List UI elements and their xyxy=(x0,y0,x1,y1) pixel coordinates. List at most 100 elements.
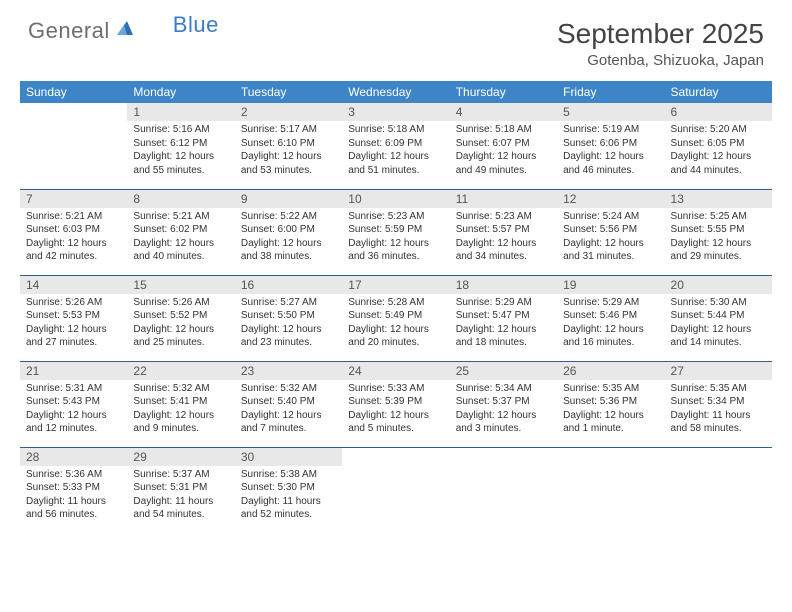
calendar-cell: 26 Sunrise: 5:35 AMSunset: 5:36 PMDayligh… xyxy=(557,361,664,447)
calendar-cell: 19 Sunrise: 5:29 AMSunset: 5:46 PMDayligh… xyxy=(557,275,664,361)
day-body: Sunrise: 5:25 AMSunset: 5:55 PMDaylight:… xyxy=(665,210,772,264)
day-number: 14 xyxy=(20,276,127,294)
day-body: Sunrise: 5:36 AMSunset: 5:33 PMDaylight:… xyxy=(20,468,127,522)
day-number: 28 xyxy=(20,448,127,466)
day-number: 3 xyxy=(342,103,449,121)
calendar-row: 1Sunrise: 5:16 AMSunset: 6:12 PMDaylight… xyxy=(20,103,772,189)
day-body: Sunrise: 5:38 AMSunset: 5:30 PMDaylight:… xyxy=(235,468,342,522)
day-body: Sunrise: 5:26 AMSunset: 5:53 PMDaylight:… xyxy=(20,296,127,350)
month-title: September 2025 xyxy=(557,18,764,50)
day-number: 25 xyxy=(450,362,557,380)
day-body: Sunrise: 5:31 AMSunset: 5:43 PMDaylight:… xyxy=(20,382,127,436)
calendar-cell-empty xyxy=(20,103,127,189)
calendar-cell: 18 Sunrise: 5:29 AMSunset: 5:47 PMDayligh… xyxy=(450,275,557,361)
day-body: Sunrise: 5:18 AMSunset: 6:07 PMDaylight:… xyxy=(450,123,557,177)
day-body: Sunrise: 5:28 AMSunset: 5:49 PMDaylight:… xyxy=(342,296,449,350)
calendar-table: SundayMondayTuesdayWednesdayThursdayFrid… xyxy=(20,81,772,533)
day-number: 22 xyxy=(127,362,234,380)
day-number: 18 xyxy=(450,276,557,294)
day-body: Sunrise: 5:20 AMSunset: 6:05 PMDaylight:… xyxy=(665,123,772,177)
calendar-cell: 20 Sunrise: 5:30 AMSunset: 5:44 PMDayligh… xyxy=(665,275,772,361)
day-number: 13 xyxy=(665,190,772,208)
calendar-cell: 16Sunrise: 5:27 AMSunset: 5:50 PMDayligh… xyxy=(235,275,342,361)
calendar-cell: 21 Sunrise: 5:31 AMSunset: 5:43 PMDayligh… xyxy=(20,361,127,447)
day-number: 20 xyxy=(665,276,772,294)
calendar-cell-empty xyxy=(342,447,449,533)
day-number: 17 xyxy=(342,276,449,294)
day-number: 12 xyxy=(557,190,664,208)
day-body: Sunrise: 5:29 AMSunset: 5:46 PMDaylight:… xyxy=(557,296,664,350)
day-number: 21 xyxy=(20,362,127,380)
logo-text-blue: Blue xyxy=(173,12,219,38)
calendar-cell: 24 Sunrise: 5:33 AMSunset: 5:39 PMDayligh… xyxy=(342,361,449,447)
day-body: Sunrise: 5:24 AMSunset: 5:56 PMDaylight:… xyxy=(557,210,664,264)
calendar-cell: 10Sunrise: 5:23 AMSunset: 5:59 PMDayligh… xyxy=(342,189,449,275)
calendar-cell: 17 Sunrise: 5:28 AMSunset: 5:49 PMDayligh… xyxy=(342,275,449,361)
day-body: Sunrise: 5:23 AMSunset: 5:59 PMDaylight:… xyxy=(342,210,449,264)
day-number: 19 xyxy=(557,276,664,294)
calendar-cell: 3 Sunrise: 5:18 AMSunset: 6:09 PMDaylight… xyxy=(342,103,449,189)
day-body: Sunrise: 5:37 AMSunset: 5:31 PMDaylight:… xyxy=(127,468,234,522)
day-body: Sunrise: 5:21 AMSunset: 6:03 PMDaylight:… xyxy=(20,210,127,264)
day-body: Sunrise: 5:19 AMSunset: 6:06 PMDaylight:… xyxy=(557,123,664,177)
calendar-cell: 7 Sunrise: 5:21 AMSunset: 6:03 PMDaylight… xyxy=(20,189,127,275)
calendar-row: 14 Sunrise: 5:26 AMSunset: 5:53 PMDayligh… xyxy=(20,275,772,361)
day-body: Sunrise: 5:17 AMSunset: 6:10 PMDaylight:… xyxy=(235,123,342,177)
day-number: 11 xyxy=(450,190,557,208)
day-header: Tuesday xyxy=(235,81,342,103)
calendar-cell: 29 Sunrise: 5:37 AMSunset: 5:31 PMDayligh… xyxy=(127,447,234,533)
calendar-cell-empty xyxy=(557,447,664,533)
day-number: 16 xyxy=(235,276,342,294)
calendar-cell: 9 Sunrise: 5:22 AMSunset: 6:00 PMDaylight… xyxy=(235,189,342,275)
logo: General Blue xyxy=(28,18,219,44)
day-header: Wednesday xyxy=(342,81,449,103)
calendar-cell: 4 Sunrise: 5:18 AMSunset: 6:07 PMDaylight… xyxy=(450,103,557,189)
day-number: 27 xyxy=(665,362,772,380)
day-header: Thursday xyxy=(450,81,557,103)
day-number: 15 xyxy=(127,276,234,294)
location: Gotenba, Shizuoka, Japan xyxy=(557,52,764,69)
day-body: Sunrise: 5:34 AMSunset: 5:37 PMDaylight:… xyxy=(450,382,557,436)
calendar-cell: 30Sunrise: 5:38 AMSunset: 5:30 PMDayligh… xyxy=(235,447,342,533)
day-header: Saturday xyxy=(665,81,772,103)
day-number: 5 xyxy=(557,103,664,121)
day-body: Sunrise: 5:23 AMSunset: 5:57 PMDaylight:… xyxy=(450,210,557,264)
day-number: 7 xyxy=(20,190,127,208)
day-body: Sunrise: 5:21 AMSunset: 6:02 PMDaylight:… xyxy=(127,210,234,264)
day-body: Sunrise: 5:29 AMSunset: 5:47 PMDaylight:… xyxy=(450,296,557,350)
calendar-cell: 6 Sunrise: 5:20 AMSunset: 6:05 PMDaylight… xyxy=(665,103,772,189)
day-number: 24 xyxy=(342,362,449,380)
day-number: 4 xyxy=(450,103,557,121)
day-number: 6 xyxy=(665,103,772,121)
day-body: Sunrise: 5:16 AMSunset: 6:12 PMDaylight:… xyxy=(127,123,234,177)
calendar-cell: 22Sunrise: 5:32 AMSunset: 5:41 PMDayligh… xyxy=(127,361,234,447)
calendar-cell: 28 Sunrise: 5:36 AMSunset: 5:33 PMDayligh… xyxy=(20,447,127,533)
day-number: 8 xyxy=(127,190,234,208)
day-body: Sunrise: 5:35 AMSunset: 5:34 PMDaylight:… xyxy=(665,382,772,436)
day-body: Sunrise: 5:18 AMSunset: 6:09 PMDaylight:… xyxy=(342,123,449,177)
calendar-cell: 15Sunrise: 5:26 AMSunset: 5:52 PMDayligh… xyxy=(127,275,234,361)
day-body: Sunrise: 5:33 AMSunset: 5:39 PMDaylight:… xyxy=(342,382,449,436)
sail-icon xyxy=(115,19,135,42)
day-header-row: SundayMondayTuesdayWednesdayThursdayFrid… xyxy=(20,81,772,103)
day-number: 2 xyxy=(235,103,342,121)
day-number: 9 xyxy=(235,190,342,208)
calendar-cell-empty xyxy=(450,447,557,533)
day-number: 26 xyxy=(557,362,664,380)
calendar-cell: 1Sunrise: 5:16 AMSunset: 6:12 PMDaylight… xyxy=(127,103,234,189)
calendar-row: 21 Sunrise: 5:31 AMSunset: 5:43 PMDayligh… xyxy=(20,361,772,447)
calendar-cell: 12 Sunrise: 5:24 AMSunset: 5:56 PMDayligh… xyxy=(557,189,664,275)
day-body: Sunrise: 5:22 AMSunset: 6:00 PMDaylight:… xyxy=(235,210,342,264)
logo-text-general: General xyxy=(28,18,110,44)
day-header: Sunday xyxy=(20,81,127,103)
day-header: Monday xyxy=(127,81,234,103)
calendar-cell: 2 Sunrise: 5:17 AMSunset: 6:10 PMDaylight… xyxy=(235,103,342,189)
calendar-cell: 25 Sunrise: 5:34 AMSunset: 5:37 PMDayligh… xyxy=(450,361,557,447)
calendar-cell: 14 Sunrise: 5:26 AMSunset: 5:53 PMDayligh… xyxy=(20,275,127,361)
calendar-row: 28 Sunrise: 5:36 AMSunset: 5:33 PMDayligh… xyxy=(20,447,772,533)
day-number: 23 xyxy=(235,362,342,380)
day-body: Sunrise: 5:35 AMSunset: 5:36 PMDaylight:… xyxy=(557,382,664,436)
day-body: Sunrise: 5:30 AMSunset: 5:44 PMDaylight:… xyxy=(665,296,772,350)
day-number: 29 xyxy=(127,448,234,466)
calendar-cell: 13 Sunrise: 5:25 AMSunset: 5:55 PMDayligh… xyxy=(665,189,772,275)
